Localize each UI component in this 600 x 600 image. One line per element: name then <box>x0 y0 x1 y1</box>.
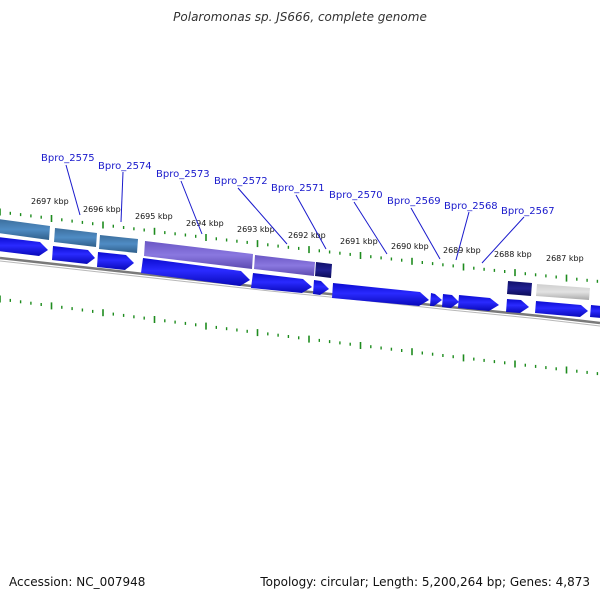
leader-line <box>455 211 470 261</box>
gene-label-bpro-2573[interactable]: Bpro_2573 <box>156 169 210 180</box>
cog-feature-block <box>54 228 97 247</box>
genome-summary: Topology: circular; Length: 5,200,264 bp… <box>260 575 590 589</box>
cds-arrow <box>430 293 442 306</box>
cog-feature-track <box>0 219 590 300</box>
kbp-label: 2695 kbp <box>135 212 173 221</box>
cog-feature-block <box>0 219 50 240</box>
forward-cds-track <box>0 237 600 318</box>
cds-arrow <box>251 273 312 293</box>
cds-arrow <box>141 258 250 286</box>
leader-line <box>481 216 525 264</box>
cds-arrow <box>332 283 429 306</box>
kbp-scale-labels: 2697 kbp 2696 kbp 2695 kbp 2694 kbp 2693… <box>31 197 584 263</box>
gene-labels: Bpro_2575 Bpro_2574 Bpro_2573 Bpro_2572 … <box>41 153 555 217</box>
gene-label-bpro-2574[interactable]: Bpro_2574 <box>98 161 152 172</box>
cog-feature-block <box>144 241 253 269</box>
gene-label-bpro-2575[interactable]: Bpro_2575 <box>41 153 95 164</box>
kbp-label: 2688 kbp <box>494 250 532 259</box>
cog-feature-block <box>315 262 332 278</box>
leader-line <box>295 194 327 250</box>
gene-label-bpro-2572[interactable]: Bpro_2572 <box>214 176 268 187</box>
cog-feature-block <box>99 235 138 253</box>
gene-label-bpro-2569[interactable]: Bpro_2569 <box>387 196 441 207</box>
accession-label: Accession: NC_007948 <box>9 575 146 589</box>
cds-arrow <box>535 301 588 317</box>
cds-arrow <box>590 305 600 318</box>
gene-label-bpro-2568[interactable]: Bpro_2568 <box>444 201 498 212</box>
leader-line <box>353 201 388 255</box>
leader-line <box>410 207 441 260</box>
cog-feature-block <box>254 255 315 276</box>
leader-line <box>180 180 203 235</box>
cds-arrow <box>442 294 459 308</box>
kbp-label: 2696 kbp <box>83 205 121 214</box>
leader-line <box>65 164 81 216</box>
leader-line <box>120 171 124 223</box>
kbp-label: 2692 kbp <box>288 231 326 240</box>
cog-feature-block <box>507 281 532 296</box>
kbp-label: 2697 kbp <box>31 197 69 206</box>
kbp-label: 2694 kbp <box>186 219 224 228</box>
kbp-label: 2689 kbp <box>443 246 481 255</box>
cds-arrow <box>458 295 499 311</box>
inner-ruler-ticks <box>0 295 599 376</box>
map-title: Polaromonas sp. JS666, complete genome <box>173 10 427 24</box>
kbp-label: 2693 kbp <box>237 225 275 234</box>
kbp-label: 2687 kbp <box>546 254 584 263</box>
gene-label-bpro-2567[interactable]: Bpro_2567 <box>501 206 555 217</box>
kbp-label: 2691 kbp <box>340 237 378 246</box>
genome-backbone-shadow <box>0 260 600 327</box>
cog-feature-block <box>536 284 590 300</box>
kbp-label: 2690 kbp <box>391 242 429 251</box>
gene-label-bpro-2571[interactable]: Bpro_2571 <box>271 183 325 194</box>
cds-arrow <box>313 280 329 295</box>
cds-arrow <box>0 237 48 256</box>
outer-ruler-ticks <box>0 208 599 283</box>
cds-arrow <box>52 246 95 264</box>
leader-line <box>237 187 288 245</box>
cds-arrow <box>97 252 134 270</box>
gene-leader-lines <box>65 164 525 264</box>
cds-arrow <box>506 299 529 313</box>
gene-label-bpro-2570[interactable]: Bpro_2570 <box>329 190 383 201</box>
